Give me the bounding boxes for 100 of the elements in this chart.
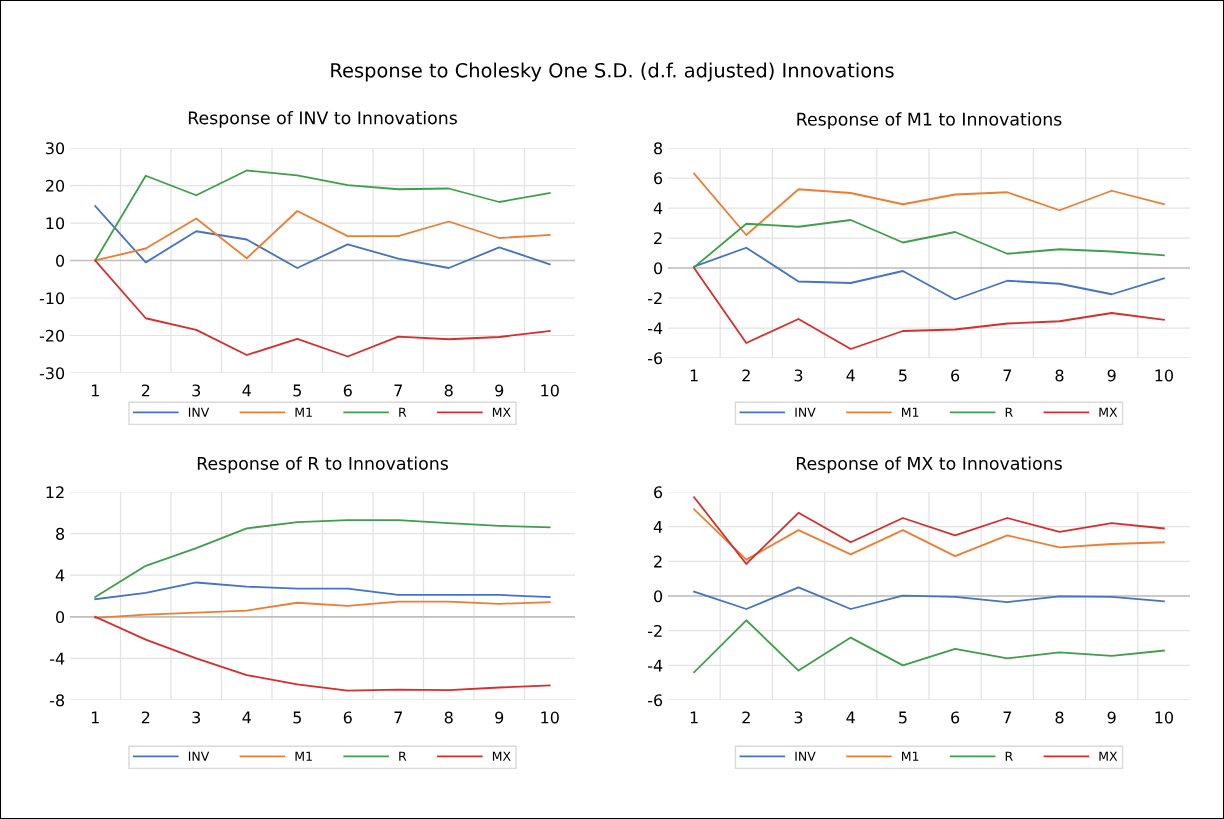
legend-label: INV <box>188 751 210 761</box>
x-tick-label: 5 <box>899 369 907 382</box>
line-series <box>693 267 1165 350</box>
line-series <box>693 508 1165 561</box>
x-tick-label: 4 <box>242 711 251 724</box>
x-tick-label: 1 <box>690 711 698 724</box>
x-tick-label: 10 <box>1155 369 1173 382</box>
legend-label: MX <box>492 751 511 761</box>
line-series <box>94 581 551 601</box>
line-series <box>693 172 1165 236</box>
chart-title: Response of R to Innovations <box>197 456 448 474</box>
x-tick-label: 3 <box>192 711 201 724</box>
y-tick-label: 30 <box>46 142 65 155</box>
x-tick-label: 8 <box>444 384 453 397</box>
x-tick-label: 9 <box>1107 711 1116 724</box>
legend-label: M1 <box>295 407 312 417</box>
line-series <box>693 219 1165 269</box>
x-tick-label: 6 <box>951 369 960 382</box>
x-tick-label: 6 <box>951 711 960 724</box>
chart-title: Response of INV to Innovations <box>188 110 457 128</box>
line-series <box>693 619 1165 674</box>
x-tick-label: 3 <box>192 384 201 397</box>
y-tick-label: 4 <box>55 569 65 582</box>
line-series <box>94 615 551 692</box>
text: Response to Cholesky One S.D. (d.f. adjusted) Innovations <box>331 62 894 82</box>
x-tick-label: 2 <box>742 369 750 382</box>
line-series <box>693 496 1165 565</box>
line-series <box>94 600 551 619</box>
legend-label: INV <box>795 751 816 761</box>
x-tick-label: 3 <box>794 369 803 382</box>
legend-label: R <box>399 407 407 417</box>
x-tick-label: 7 <box>394 711 402 724</box>
y-tick-label: -10 <box>39 292 65 305</box>
y-tick-label: 8 <box>654 142 663 155</box>
y-tick-label: 10 <box>46 217 65 230</box>
y-tick-label: -2 <box>648 624 662 637</box>
x-tick-label: 7 <box>394 384 402 397</box>
y-tick-label: -20 <box>39 329 65 342</box>
x-tick-label: 2 <box>742 711 750 724</box>
x-tick-label: 5 <box>899 711 907 724</box>
x-tick-label: 9 <box>495 711 504 724</box>
line-series <box>693 586 1165 610</box>
y-tick-label: 2 <box>654 232 662 245</box>
y-tick-label: 4 <box>653 202 663 215</box>
y-tick-label: -30 <box>39 367 65 380</box>
x-tick-label: 2 <box>141 384 150 397</box>
legend-label: R <box>399 751 407 761</box>
y-tick-label: -6 <box>648 352 663 365</box>
y-tick-label: 6 <box>654 172 663 185</box>
y-tick-label: 0 <box>56 254 65 267</box>
legend-label: MX <box>1099 407 1118 417</box>
y-tick-label: 8 <box>56 527 65 540</box>
line-series <box>94 169 551 262</box>
y-tick-label: 20 <box>45 179 65 192</box>
legend-label: MX <box>1099 751 1118 761</box>
y-tick-label: -6 <box>648 694 663 707</box>
y-tick-label: -8 <box>50 694 65 707</box>
x-tick-label: 2 <box>141 711 150 724</box>
legend-label: INV <box>188 407 210 417</box>
y-tick-label: -4 <box>648 659 663 672</box>
line-series <box>693 246 1165 301</box>
legend-label: INV <box>795 407 816 417</box>
y-tick-label: -4 <box>50 652 65 665</box>
x-tick-label: 5 <box>293 384 301 397</box>
chart-title: Response of MX to Innovations <box>796 456 1062 474</box>
y-tick-label: 12 <box>46 486 64 499</box>
legend-label: M1 <box>902 751 919 761</box>
x-tick-label: 7 <box>1003 369 1012 382</box>
y-tick-label: 6 <box>654 486 663 499</box>
y-tick-label: 4 <box>653 521 663 533</box>
x-tick-label: 5 <box>293 711 301 724</box>
x-tick-label: 3 <box>794 711 803 724</box>
line-series <box>94 210 551 262</box>
x-tick-label: 10 <box>541 384 559 397</box>
x-tick-label: 9 <box>1107 369 1116 382</box>
x-tick-label: 1 <box>91 711 99 724</box>
x-tick-label: 6 <box>343 384 352 397</box>
x-tick-label: 4 <box>846 711 855 724</box>
legend-label: M1 <box>295 751 312 761</box>
x-tick-label: 10 <box>541 711 559 724</box>
x-tick-label: 1 <box>91 384 99 397</box>
y-tick-label: 0 <box>654 262 663 275</box>
line-series <box>94 519 551 598</box>
x-tick-label: 4 <box>846 369 855 382</box>
x-tick-label: 7 <box>1003 711 1012 724</box>
x-tick-label: 1 <box>690 369 698 382</box>
legend-label: R <box>1005 407 1013 417</box>
x-tick-label: 6 <box>343 711 352 724</box>
y-tick-label: -4 <box>648 322 663 335</box>
x-tick-label: 8 <box>1055 369 1064 382</box>
line-series <box>94 259 551 358</box>
y-tick-label: 2 <box>654 555 662 568</box>
y-tick-label: 0 <box>56 611 65 624</box>
x-tick-label: 8 <box>444 711 453 724</box>
legend-label: MX <box>492 407 511 417</box>
y-tick-label: 0 <box>654 590 663 603</box>
x-tick-label: 10 <box>1155 711 1173 724</box>
x-tick-label: 8 <box>1055 711 1064 724</box>
line-series <box>94 205 551 269</box>
y-tick-label: -2 <box>648 292 662 305</box>
